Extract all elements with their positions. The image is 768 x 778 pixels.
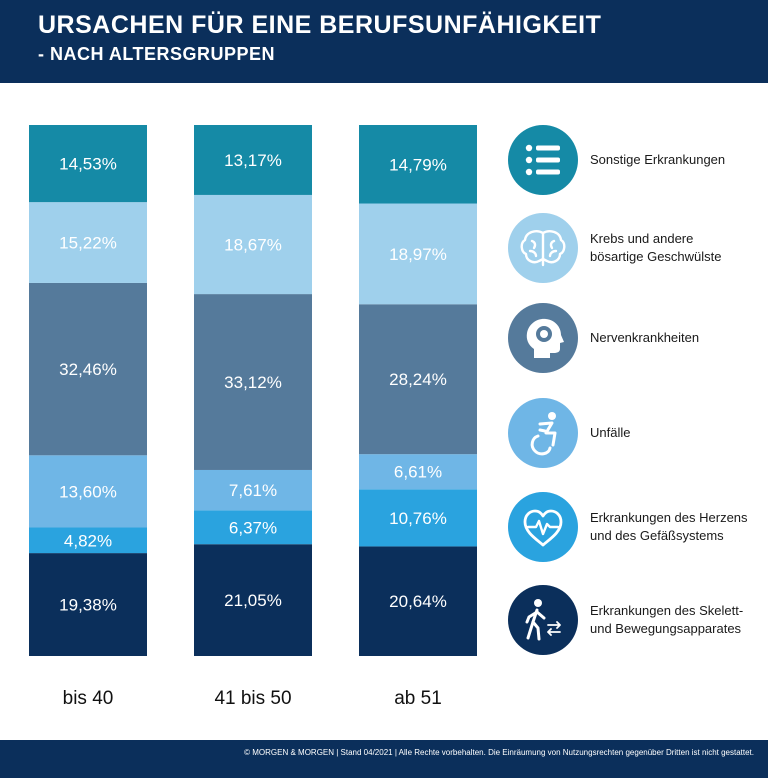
- bar-segment: [194, 510, 312, 545]
- bar-segment: [359, 546, 477, 656]
- legend-label: Krebs und andere bösartige Geschwülste: [590, 231, 722, 264]
- bar-data-label: 6,37%: [229, 518, 277, 537]
- heart-pulse-icon: [508, 492, 578, 562]
- legend-item-krebs: Krebs und andere bösartige Geschwülste: [508, 213, 758, 283]
- legend-label: Erkrankungen des Herzens und des Gefäßsy…: [590, 510, 748, 543]
- bar-segment: [29, 527, 147, 554]
- bar-data-label: 14,53%: [59, 155, 117, 174]
- x-tick-label: bis 40: [63, 688, 114, 709]
- head-icon: [508, 303, 578, 373]
- bar-data-label: 4,82%: [64, 531, 112, 550]
- bar-segment: [194, 544, 312, 656]
- bar-segment: [29, 282, 147, 456]
- list-icon: [508, 125, 578, 195]
- x-tick-label: ab 51: [394, 688, 442, 709]
- legend-label: Erkrankungen des Skelett- und Bewegungsa…: [590, 603, 744, 636]
- bar-segment: [359, 304, 477, 455]
- bar-data-label: 18,97%: [389, 245, 447, 264]
- bar-data-label: 10,76%: [389, 509, 447, 528]
- bar-segment: [29, 553, 147, 656]
- bar-data-label: 14,79%: [389, 155, 447, 174]
- bar-segment: [194, 469, 312, 511]
- bar-data-label: 6,61%: [394, 463, 442, 482]
- x-tick-label: 41 bis 50: [214, 688, 291, 709]
- legend-label: Unfälle: [590, 425, 631, 440]
- wheelchair-icon: [508, 398, 578, 468]
- bar-segment: [194, 125, 312, 195]
- bar-segment: [359, 125, 477, 204]
- brain-icon: [508, 213, 578, 283]
- bar-segment: [194, 294, 312, 470]
- bar-data-label: 28,24%: [389, 370, 447, 389]
- legend-item-sonstige: Sonstige Erkrankungen: [508, 125, 758, 195]
- legend-item-unfaelle: Unfälle: [508, 398, 758, 468]
- bar-segment: [29, 202, 147, 283]
- walking-person-icon: [508, 585, 578, 655]
- legend-item-nerven: Nervenkrankheiten: [508, 303, 758, 373]
- footer-copyright: © MORGEN & MORGEN | Stand 04/2021 | Alle…: [244, 748, 754, 757]
- bar-data-label: 20,64%: [389, 592, 447, 611]
- legend-item-skelett: Erkrankungen des Skelett- und Bewegungsa…: [508, 585, 758, 655]
- bar-data-label: 13,17%: [224, 151, 282, 170]
- bar-data-label: 33,12%: [224, 373, 282, 392]
- header-bar: URSACHEN FÜR EINE BERUFSUNFÄHIGKEIT - NA…: [0, 0, 768, 83]
- footer-bar: © MORGEN & MORGEN | Stand 04/2021 | Alle…: [0, 740, 768, 778]
- bar-segment: [359, 489, 477, 547]
- bar-data-label: 7,61%: [229, 481, 277, 500]
- bar-data-label: 21,05%: [224, 591, 282, 610]
- legend-label: Nervenkrankheiten: [590, 330, 700, 345]
- chart-subtitle: - NACH ALTERSGRUPPEN: [38, 44, 276, 64]
- bar-data-label: 15,22%: [59, 234, 117, 253]
- bar-segment: [194, 194, 312, 295]
- bar-data-label: 19,38%: [59, 596, 117, 615]
- bar-segment: [29, 125, 147, 203]
- bar-segment: [359, 454, 477, 490]
- legend-label: Sonstige Erkrankungen: [590, 152, 726, 167]
- bar-data-label: 32,46%: [59, 360, 117, 379]
- bar-segment: [359, 203, 477, 305]
- legend-item-herz: Erkrankungen des Herzens und des Gefäßsy…: [508, 492, 758, 562]
- bar-data-label: 13,60%: [59, 482, 117, 501]
- bar-segment: [29, 455, 147, 528]
- bar-data-label: 18,67%: [224, 236, 282, 255]
- chart-title: URSACHEN FÜR EINE BERUFSUNFÄHIGKEIT: [38, 11, 602, 39]
